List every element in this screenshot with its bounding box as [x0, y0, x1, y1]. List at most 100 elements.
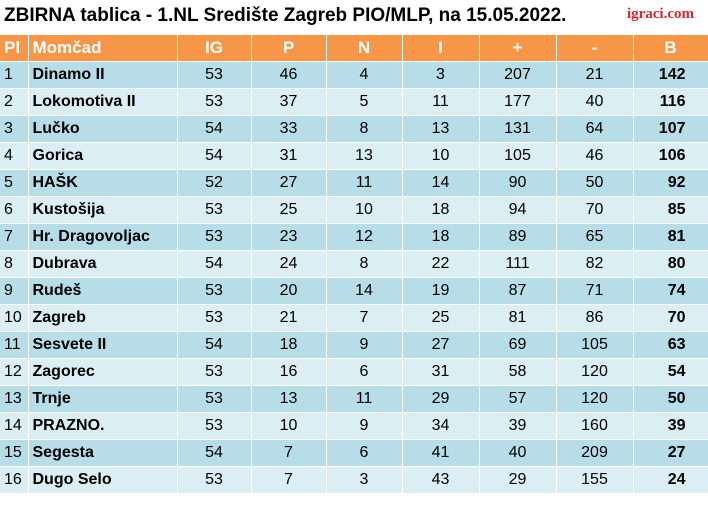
header-wins[interactable]: P [251, 35, 327, 62]
cell-games: 52 [177, 169, 252, 197]
header-place[interactable]: Pl [0, 35, 29, 62]
cell-points: 85 [633, 196, 708, 224]
cell-goals-for: 111 [479, 250, 557, 278]
table-row[interactable]: 1 Dinamo II 53 46 4 3 207 21 142 [0, 61, 708, 89]
table-row[interactable]: 8 Dubrava 54 24 8 22 111 82 80 [0, 250, 708, 278]
cell-team: Gorica [28, 142, 178, 170]
table-row[interactable]: 16 Dugo Selo 53 7 3 43 29 155 24 [0, 466, 708, 494]
cell-points: 39 [633, 412, 708, 440]
cell-place: 8 [0, 250, 29, 278]
cell-draws: 11 [326, 169, 403, 197]
table-row[interactable]: 12 Zagorec 53 16 6 31 58 120 54 [0, 358, 708, 386]
table-row[interactable]: 15 Segesta 54 7 6 41 40 209 27 [0, 439, 708, 467]
cell-games: 53 [177, 196, 252, 224]
cell-games: 53 [177, 466, 252, 494]
cell-games: 54 [177, 115, 252, 143]
table-row[interactable]: 6 Kustošija 53 25 10 18 94 70 85 [0, 196, 708, 224]
table-row[interactable]: 14 PRAZNO. 53 10 9 34 39 160 39 [0, 412, 708, 440]
cell-games: 54 [177, 439, 252, 467]
cell-goals-for: 131 [479, 115, 557, 143]
cell-draws: 13 [326, 142, 403, 170]
cell-draws: 7 [326, 304, 403, 332]
cell-losses: 27 [402, 331, 480, 359]
table-row[interactable]: 13 Trnje 53 13 11 29 57 120 50 [0, 385, 708, 413]
cell-place: 14 [0, 412, 29, 440]
cell-place: 2 [0, 88, 29, 116]
cell-goals-for: 87 [479, 277, 557, 305]
cell-draws: 3 [326, 466, 403, 494]
cell-goals-against: 82 [556, 250, 634, 278]
cell-goals-for: 89 [479, 223, 557, 251]
cell-wins: 13 [251, 385, 327, 413]
table-row[interactable]: 11 Sesvete II 54 18 9 27 69 105 63 [0, 331, 708, 359]
header-points[interactable]: B [633, 35, 708, 62]
table-row[interactable]: 5 HAŠK 52 27 11 14 90 50 92 [0, 169, 708, 197]
cell-wins: 21 [251, 304, 327, 332]
cell-wins: 46 [251, 61, 327, 89]
cell-team: Lokomotiva II [28, 88, 178, 116]
cell-points: 70 [633, 304, 708, 332]
cell-goals-against: 105 [556, 331, 634, 359]
cell-team: Dinamo II [28, 61, 178, 89]
cell-losses: 41 [402, 439, 480, 467]
igraci-logo[interactable]: igraci.com [626, 6, 694, 22]
cell-place: 5 [0, 169, 29, 197]
header-games[interactable]: IG [177, 35, 252, 62]
cell-draws: 8 [326, 250, 403, 278]
cell-points: 80 [633, 250, 708, 278]
cell-goals-against: 65 [556, 223, 634, 251]
cell-draws: 9 [326, 412, 403, 440]
cell-place: 13 [0, 385, 29, 413]
cell-place: 1 [0, 61, 29, 89]
cell-games: 54 [177, 142, 252, 170]
cell-losses: 29 [402, 385, 480, 413]
header-draws[interactable]: N [326, 35, 403, 62]
cell-losses: 25 [402, 304, 480, 332]
standings-table: Pl Momčad IG P N I + - B 1 Dinamo II 53 46 4… [0, 35, 708, 494]
table-row[interactable]: 2 Lokomotiva II 53 37 5 11 177 40 116 [0, 88, 708, 116]
cell-goals-against: 46 [556, 142, 634, 170]
cell-games: 53 [177, 277, 252, 305]
table-row[interactable]: 3 Lučko 54 33 8 13 131 64 107 [0, 115, 708, 143]
cell-team: Kustošija [28, 196, 178, 224]
header-losses[interactable]: I [402, 35, 480, 62]
table-row[interactable]: 7 Hr. Dragovoljac 53 23 12 18 89 65 81 [0, 223, 708, 251]
cell-goals-against: 160 [556, 412, 634, 440]
header-team[interactable]: Momčad [28, 35, 178, 62]
table-row[interactable]: 10 Zagreb 53 21 7 25 81 86 70 [0, 304, 708, 332]
cell-games: 53 [177, 385, 252, 413]
cell-points: 63 [633, 331, 708, 359]
header-goals-for[interactable]: + [479, 35, 557, 62]
cell-losses: 31 [402, 358, 480, 386]
cell-losses: 18 [402, 196, 480, 224]
cell-points: 107 [633, 115, 708, 143]
cell-points: 24 [633, 466, 708, 494]
table-title: ZBIRNA tablica - 1.NL Središte Zagreb PI… [4, 5, 567, 26]
cell-losses: 34 [402, 412, 480, 440]
cell-place: 6 [0, 196, 29, 224]
cell-goals-for: 90 [479, 169, 557, 197]
cell-wins: 18 [251, 331, 327, 359]
cell-games: 53 [177, 88, 252, 116]
cell-wins: 10 [251, 412, 327, 440]
cell-team: Dubrava [28, 250, 178, 278]
cell-place: 12 [0, 358, 29, 386]
cell-losses: 14 [402, 169, 480, 197]
table-row[interactable]: 9 Rudeš 53 20 14 19 87 71 74 [0, 277, 708, 305]
cell-place: 4 [0, 142, 29, 170]
cell-team: Sesvete II [28, 331, 178, 359]
cell-points: 54 [633, 358, 708, 386]
cell-draws: 8 [326, 115, 403, 143]
cell-draws: 9 [326, 331, 403, 359]
cell-games: 53 [177, 61, 252, 89]
cell-draws: 11 [326, 385, 403, 413]
table-row[interactable]: 4 Gorica 54 31 13 10 105 46 106 [0, 142, 708, 170]
cell-place: 9 [0, 277, 29, 305]
cell-points: 50 [633, 385, 708, 413]
cell-goals-for: 57 [479, 385, 557, 413]
title-row: ZBIRNA tablica - 1.NL Središte Zagreb PI… [0, 0, 708, 35]
cell-points: 27 [633, 439, 708, 467]
header-goals-against[interactable]: - [556, 35, 634, 62]
cell-team: Rudeš [28, 277, 178, 305]
cell-losses: 22 [402, 250, 480, 278]
